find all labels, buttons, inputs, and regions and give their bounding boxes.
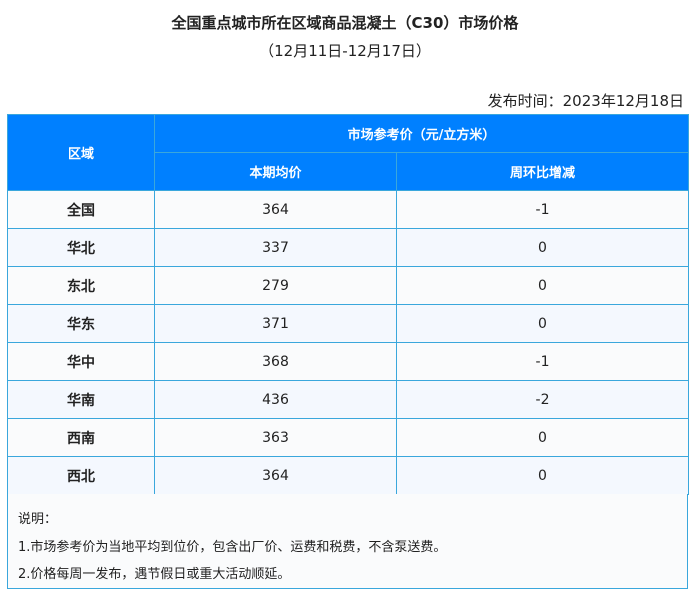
region-cell: 全国 xyxy=(7,190,155,229)
header-avg-price: 本期均价 xyxy=(154,152,397,191)
avg-price-cell: 337 xyxy=(154,228,397,267)
note-item: 2.价格每周一发布，遇节假日或重大活动顺延。 xyxy=(18,567,291,582)
region-cell: 华中 xyxy=(7,342,155,381)
header-market-price: 市场参考价（元/立方米） xyxy=(154,114,689,153)
weekly-change-cell: -2 xyxy=(396,380,689,419)
weekly-change-cell: -1 xyxy=(396,342,689,381)
avg-price-cell: 363 xyxy=(154,418,397,457)
table-row: 西南 363 0 xyxy=(7,418,689,457)
table-row: 华中 368 -1 xyxy=(7,342,689,381)
date-range: （12月11日-12月17日） xyxy=(259,42,431,60)
avg-price-cell: 371 xyxy=(154,304,397,343)
avg-price-cell: 364 xyxy=(154,190,397,229)
notes-box: 说明： 1.市场参考价为当地平均到位价，包含出厂价、运费和税费，不含泵送费。 2… xyxy=(7,494,688,589)
region-cell: 西北 xyxy=(7,456,155,495)
avg-price-cell: 436 xyxy=(154,380,397,419)
region-cell: 华南 xyxy=(7,380,155,419)
region-cell: 华北 xyxy=(7,228,155,267)
avg-price-cell: 364 xyxy=(154,456,397,495)
avg-price-cell: 368 xyxy=(154,342,397,381)
table-row: 华南 436 -2 xyxy=(7,380,689,419)
table-row: 东北 279 0 xyxy=(7,266,689,305)
page-title: 全国重点城市所在区域商品混凝土（C30）市场价格 xyxy=(171,14,519,32)
notes-heading: 说明： xyxy=(18,512,58,527)
weekly-change-cell: 0 xyxy=(396,456,689,495)
header-weekly-change: 周环比增减 xyxy=(396,152,689,191)
table-row: 华北 337 0 xyxy=(7,228,689,267)
publish-date: 发布时间：2023年12月18日 xyxy=(487,92,684,110)
region-cell: 西南 xyxy=(7,418,155,457)
weekly-change-cell: 0 xyxy=(396,228,689,267)
weekly-change-cell: -1 xyxy=(396,190,689,229)
price-table: 区域 市场参考价（元/立方米） 本期均价 周环比增减 全国 364 -1 华北 337 0… xyxy=(7,114,689,495)
weekly-change-cell: 0 xyxy=(396,304,689,343)
weekly-change-cell: 0 xyxy=(396,266,689,305)
table-row: 西北 364 0 xyxy=(7,456,689,495)
region-cell: 东北 xyxy=(7,266,155,305)
region-cell: 华东 xyxy=(7,304,155,343)
table-row: 华东 371 0 xyxy=(7,304,689,343)
avg-price-cell: 279 xyxy=(154,266,397,305)
note-item: 1.市场参考价为当地平均到位价，包含出厂价、运费和税费，不含泵送费。 xyxy=(18,540,447,555)
table-row: 全国 364 -1 xyxy=(7,190,689,229)
weekly-change-cell: 0 xyxy=(396,418,689,457)
header-region: 区域 xyxy=(7,114,155,191)
